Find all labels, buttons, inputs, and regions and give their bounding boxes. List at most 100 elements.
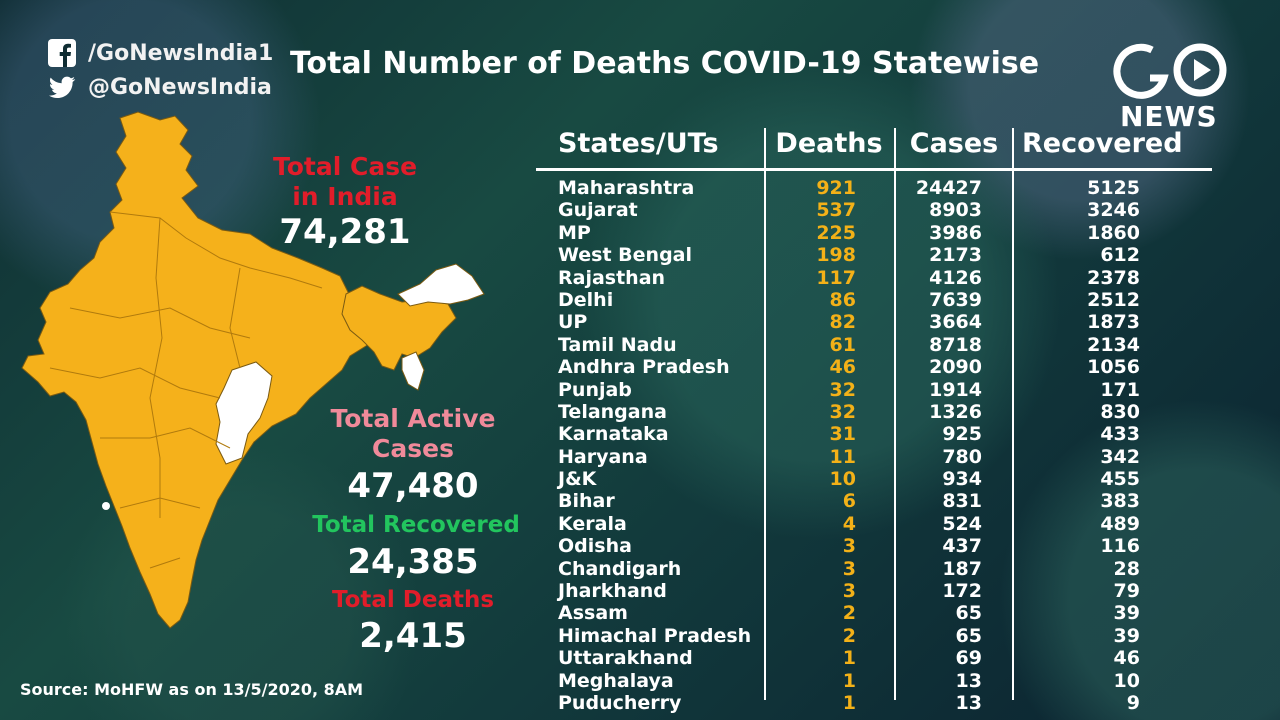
state-cell: Chandigarh [558, 557, 682, 580]
recovered-cell: 612 [1100, 244, 1140, 267]
state-cell: Tamil Nadu [558, 333, 677, 356]
recovered-cell: 2378 [1087, 266, 1140, 289]
deaths-cell: 117 [816, 266, 856, 289]
recovered-cell: 1860 [1087, 221, 1140, 244]
cases-cell: 925 [942, 423, 982, 446]
deaths-cell: 32 [829, 378, 856, 401]
recovered-cell: 116 [1100, 535, 1140, 558]
state-borders [49, 211, 323, 569]
recovered-cell: 39 [1113, 602, 1140, 625]
cases-cell: 8903 [929, 199, 982, 222]
cases-cell: 780 [942, 445, 982, 468]
twitter-handle: @GoNewsIndia [88, 74, 272, 100]
header-deaths: Deaths [775, 128, 883, 159]
state-cell: Puducherry [558, 691, 682, 714]
recovered-cell: 1056 [1087, 356, 1140, 379]
deaths-cell: 31 [829, 423, 856, 446]
table-row: Karnataka 31 925 433 [536, 423, 1216, 445]
deaths-cell: 3 [842, 557, 856, 580]
deaths-cell: 1 [842, 691, 856, 714]
table-row: Punjab 32 1914 171 [536, 379, 1216, 401]
cases-cell: 65 [955, 602, 982, 625]
deaths-cell: 3 [842, 580, 856, 603]
goa-dot [102, 502, 110, 510]
deaths-table: States/UTs Deaths Cases Recovered Mahara… [536, 128, 1216, 714]
recovered-cell: 9 [1126, 691, 1140, 714]
column-divider [1012, 128, 1014, 700]
mizoram-tripura [401, 351, 425, 391]
chhattisgarh-region [215, 361, 273, 465]
table-row: Andhra Pradesh 46 2090 1056 [536, 356, 1216, 378]
table-row: Odisha 3 437 116 [536, 535, 1216, 557]
cases-cell: 69 [955, 647, 982, 670]
deaths-value: 2,415 [359, 616, 467, 656]
deaths-cell: 225 [816, 221, 856, 244]
state-cell: UP [558, 311, 588, 334]
recovered-cell: 2134 [1087, 333, 1140, 356]
facebook-handle: /GoNewsIndia1 [88, 40, 274, 66]
deaths-cell: 537 [816, 199, 856, 222]
table-row: UP 82 3664 1873 [536, 311, 1216, 333]
state-cell: Odisha [558, 535, 632, 558]
table-row: Gujarat 537 8903 3246 [536, 199, 1216, 221]
cases-cell: 65 [955, 624, 982, 647]
recovered-cell: 3246 [1087, 199, 1140, 222]
recovered-cell: 39 [1113, 624, 1140, 647]
recovered-label: Total Recovered [312, 512, 520, 538]
table-row: Delhi 86 7639 2512 [536, 289, 1216, 311]
state-cell: Andhra Pradesh [558, 356, 730, 379]
cases-cell: 172 [942, 580, 982, 603]
table-row: Tamil Nadu 61 8718 2134 [536, 334, 1216, 356]
logo-wordmark: NEWS [1120, 100, 1218, 133]
table-row: Himachal Pradesh 2 65 39 [536, 625, 1216, 647]
state-cell: MP [558, 221, 591, 244]
recovered-cell: 1873 [1087, 311, 1140, 334]
northeast-region [341, 285, 457, 371]
recovered-value: 24,385 [347, 542, 479, 582]
state-cell: Kerala [558, 512, 627, 535]
table-row: MP 225 3986 1860 [536, 222, 1216, 244]
table-row: Rajasthan 117 4126 2378 [536, 267, 1216, 289]
deaths-cell: 10 [829, 468, 856, 491]
table-row: Telangana 32 1326 830 [536, 401, 1216, 423]
recovered-cell: 5125 [1087, 177, 1140, 199]
state-cell: Jharkhand [558, 580, 667, 603]
state-cell: Rajasthan [558, 266, 666, 289]
table-row: J&K 10 934 455 [536, 468, 1216, 490]
table-row: Chandigarh 3 187 28 [536, 558, 1216, 580]
state-cell: Himachal Pradesh [558, 624, 752, 647]
total-case-value: 74,281 [279, 212, 411, 252]
deaths-cell: 2 [842, 602, 856, 625]
cases-cell: 7639 [929, 288, 982, 311]
deaths-cell: 921 [816, 177, 856, 199]
active-label-line1: Total Active [330, 404, 496, 433]
cases-cell: 831 [942, 490, 982, 513]
recovered-cell: 433 [1100, 423, 1140, 446]
total-case-label: Total Case in India [250, 152, 440, 212]
cases-cell: 3664 [929, 311, 982, 334]
state-cell: Punjab [558, 378, 632, 401]
source-note: Source: MoHFW as on 13/5/2020, 8AM [20, 680, 364, 699]
deaths-cell: 61 [829, 333, 856, 356]
table-row: Bihar 6 831 383 [536, 490, 1216, 512]
india-mainland [21, 111, 407, 629]
deaths-label: Total Deaths [331, 587, 495, 613]
state-cell: Haryana [558, 445, 648, 468]
table-row: Uttarakhand 1 69 46 [536, 647, 1216, 669]
northeast-white-states [397, 263, 485, 307]
active-label-line2: Cases [372, 434, 454, 463]
cases-cell: 13 [955, 669, 982, 692]
deaths-cell: 82 [829, 311, 856, 334]
table-row: Puducherry 1 13 9 [536, 692, 1216, 714]
cases-cell: 2090 [929, 356, 982, 379]
cases-cell: 8718 [929, 333, 982, 356]
table-row: Maharashtra 921 24427 5125 [536, 177, 1216, 199]
india-map [21, 111, 485, 629]
recovered-cell: 489 [1100, 512, 1140, 535]
header-cases: Cases [909, 128, 999, 159]
state-cell: Bihar [558, 490, 615, 513]
cases-cell: 437 [942, 535, 982, 558]
deaths-cell: 1 [842, 647, 856, 670]
deaths-cell: 46 [829, 356, 856, 379]
header-underline [536, 168, 1212, 171]
